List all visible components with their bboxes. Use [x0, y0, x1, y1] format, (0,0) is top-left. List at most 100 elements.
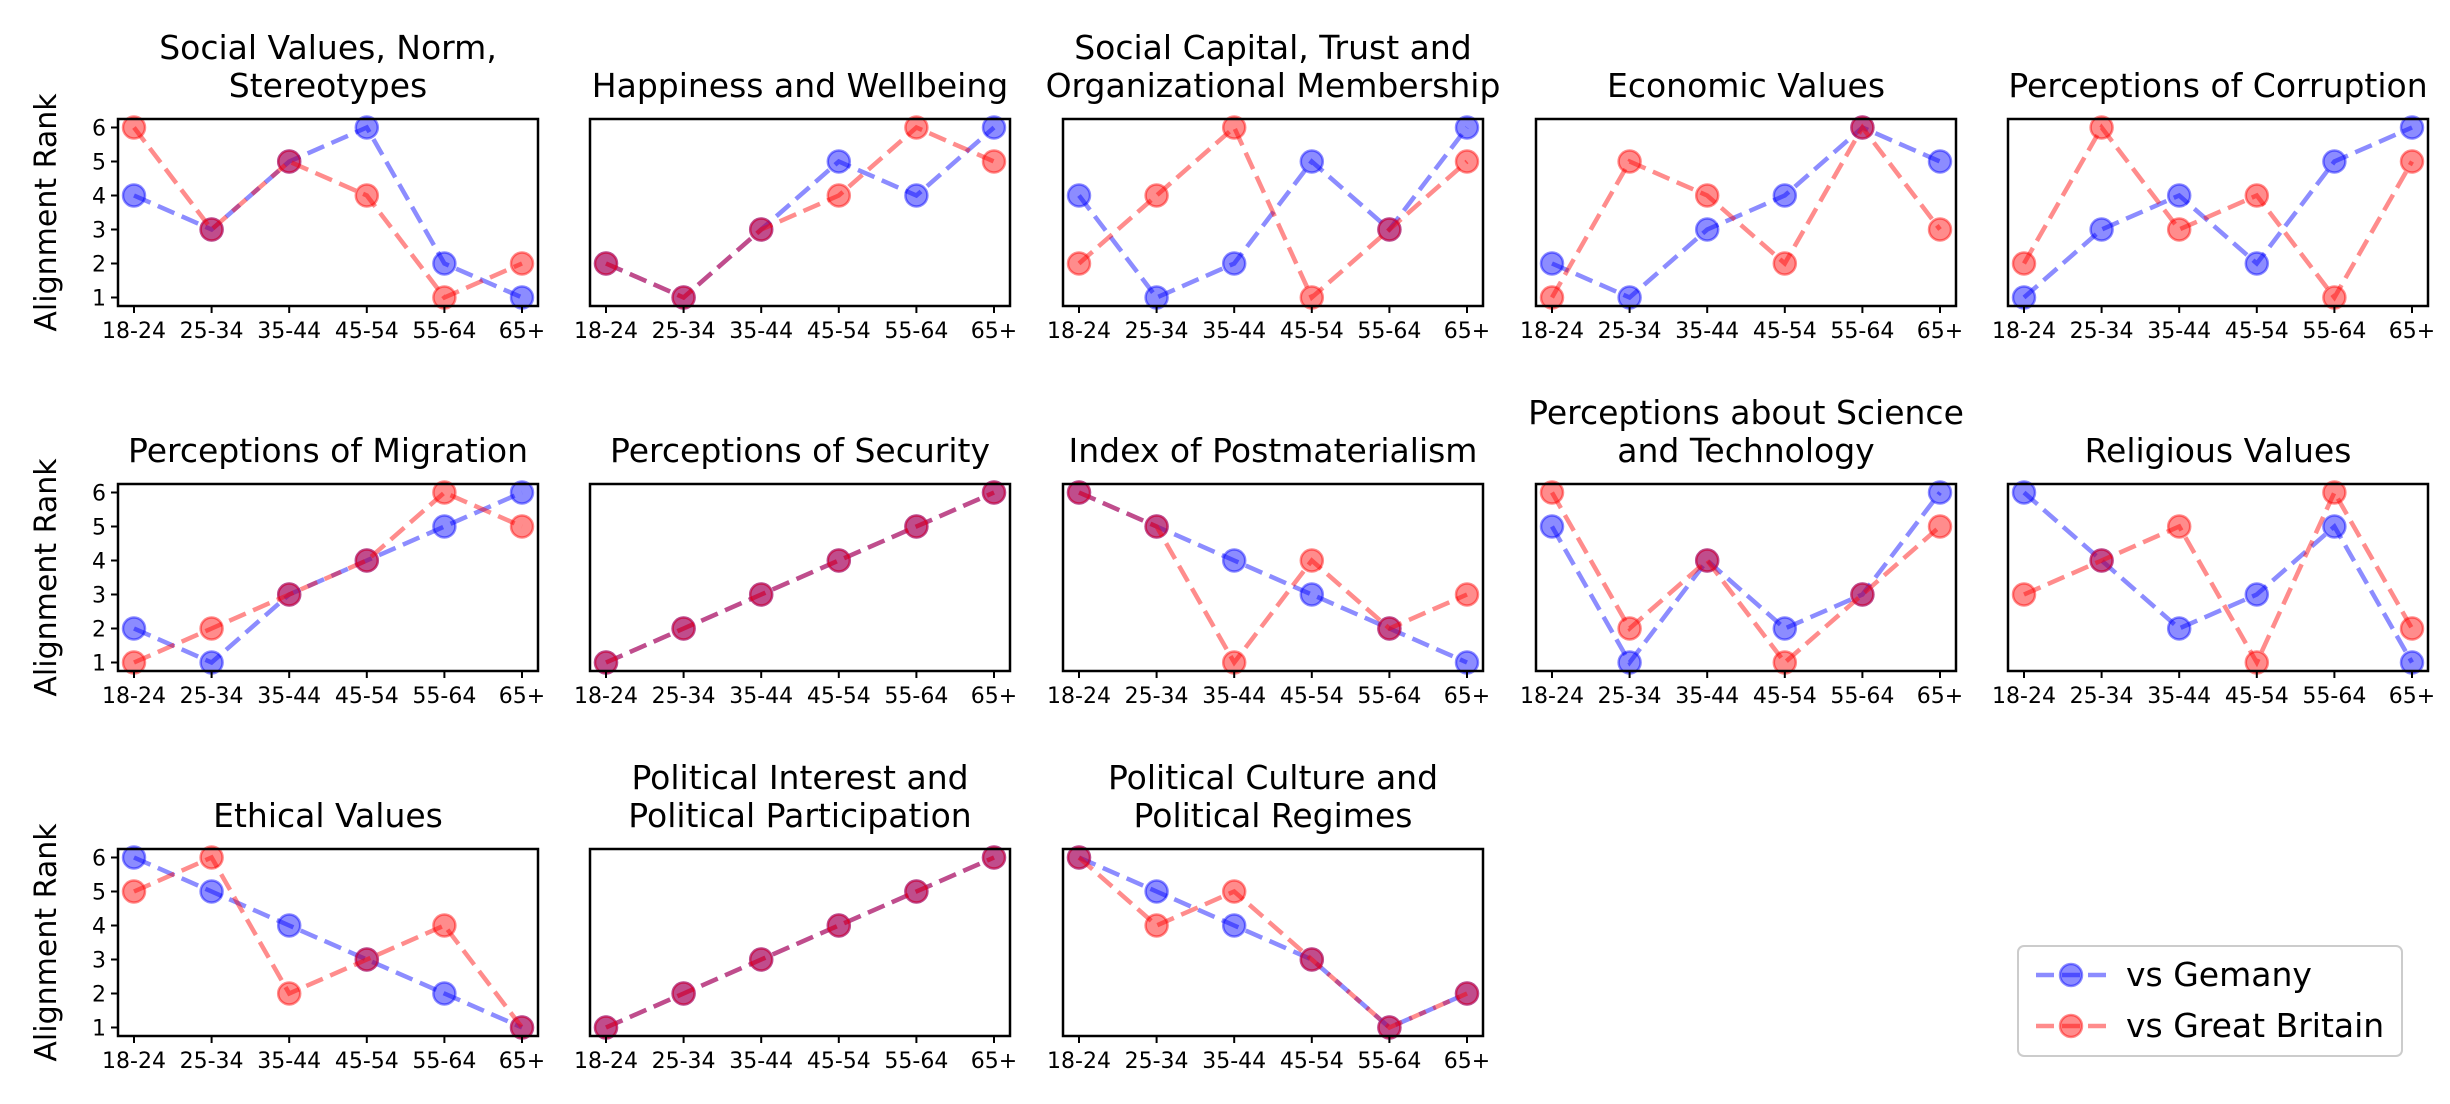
x-tick-label: 25-34 — [652, 684, 716, 709]
subplot-title: Happiness and Wellbeing — [592, 66, 1008, 105]
y-tick-label: 6 — [92, 117, 106, 142]
subplot-title: Perceptions about Science and Technology — [1528, 393, 1964, 470]
data-point-germany — [748, 582, 774, 607]
x-tick-label: 18-24 — [1520, 319, 1584, 344]
subplot-4: Economic Values 18-24 25-34 35-44 45-54 55-64… — [1520, 66, 1963, 344]
data-point-britain — [1144, 183, 1169, 208]
x-tick-label: 45-54 — [807, 684, 871, 709]
y-tick-label: 3 — [92, 584, 106, 609]
x-tick-label: 18-24 — [574, 319, 638, 344]
data-point-britain — [199, 616, 224, 641]
data-point-germany — [1066, 183, 1092, 208]
data-point-germany — [1694, 548, 1720, 573]
x-tick-label: 25-34 — [180, 319, 244, 344]
y-tick-label: 2 — [92, 618, 106, 643]
data-point-britain — [2011, 251, 2037, 276]
axes-frame — [588, 117, 1012, 308]
data-point-britain — [1221, 115, 1247, 140]
data-point-germany — [981, 115, 1007, 140]
series-line-britain — [605, 124, 995, 301]
data-point-britain — [354, 183, 380, 208]
axes-frame — [1061, 482, 1485, 673]
subplot-8: Index of Postmaterialism 18-24 25-34 35-44 4… — [1047, 431, 1490, 709]
data-point-britain — [826, 913, 852, 938]
series-line-germany — [1077, 126, 1469, 301]
data-point-germany — [1927, 480, 1953, 505]
data-point-britain — [354, 947, 380, 972]
y-axis-label: Alignment Rank — [29, 823, 64, 1062]
x-tick-label: 45-54 — [1753, 684, 1817, 709]
data-point-germany — [826, 548, 852, 573]
data-point-germany — [1066, 845, 1092, 870]
data-point-britain — [1299, 548, 1325, 573]
x-tick-label: 35-44 — [729, 1049, 793, 1074]
subplot-3: Social Capital, Trust and Organizational … — [1046, 28, 1501, 344]
x-tick-label: 55-64 — [1830, 684, 1894, 709]
x-tick-label: 65+ — [971, 1049, 1017, 1074]
axes-frame — [588, 482, 1012, 673]
data-point-germany — [981, 480, 1007, 505]
x-tick-label: 55-64 — [1357, 1049, 1421, 1074]
x-tick-label: 45-54 — [335, 1049, 399, 1074]
data-point-germany — [748, 217, 774, 242]
subplot-9: Perceptions about Science and Technology 1… — [1520, 393, 1964, 709]
data-point-britain — [981, 480, 1007, 505]
subplot-6: Perceptions of Migration 18-24 25-34 35-44 4… — [29, 431, 545, 709]
data-point-britain — [2399, 149, 2425, 174]
subplot-title-line: Index of Postmaterialism — [1069, 431, 1478, 470]
data-point-britain — [2399, 616, 2425, 641]
subplot-title: Perceptions of Corruption — [2008, 66, 2427, 105]
x-tick-label: 18-24 — [1047, 1049, 1111, 1074]
x-tick-label: 65+ — [1444, 684, 1490, 709]
x-tick-label: 18-24 — [102, 1049, 166, 1074]
x-tick-label: 65+ — [499, 319, 545, 344]
x-tick-label: 25-34 — [2070, 319, 2134, 344]
series-line-germany — [2022, 125, 2413, 300]
data-point-germany — [1772, 183, 1798, 208]
legend-marker-germany — [2058, 962, 2084, 988]
data-point-britain — [1454, 149, 1480, 174]
data-point-germany — [1539, 251, 1565, 276]
data-point-germany — [1221, 548, 1247, 573]
axes-frame — [1061, 847, 1485, 1038]
x-tick-label: 35-44 — [729, 319, 793, 344]
data-point-britain — [1694, 548, 1720, 573]
x-tick-label: 65+ — [971, 684, 1017, 709]
subplot-title: Perceptions of Migration — [128, 431, 528, 470]
data-point-germany — [199, 217, 224, 242]
subplot-12: Political Interest and Political Particip… — [574, 758, 1017, 1074]
subplot-title: Political Culture and Political Regimes — [1108, 758, 1438, 835]
data-point-germany — [2011, 480, 2037, 505]
axes-frame — [116, 482, 540, 673]
subplot-title-line: Perceptions of Corruption — [2008, 66, 2427, 105]
x-tick-label: 35-44 — [257, 1049, 321, 1074]
data-point-britain — [2166, 217, 2192, 242]
legend-marker-britain — [2058, 1013, 2084, 1039]
data-point-britain — [981, 845, 1007, 870]
data-point-britain — [1454, 582, 1480, 607]
data-point-germany — [1221, 913, 1247, 938]
legend-label-britain: vs Great Britain — [2126, 1006, 2384, 1045]
series-line-germany — [1078, 855, 1468, 1031]
x-tick-label: 45-54 — [1280, 1049, 1344, 1074]
subplot-title: Religious Values — [2085, 431, 2352, 470]
y-tick-label: 6 — [92, 482, 106, 507]
x-tick-label: 65+ — [1444, 1049, 1490, 1074]
x-tick-label: 45-54 — [807, 1049, 871, 1074]
series-line-britain — [1077, 855, 1468, 1031]
data-point-germany — [1299, 947, 1325, 972]
x-tick-label: 18-24 — [1520, 684, 1584, 709]
series-line-germany — [133, 124, 523, 300]
legend-box — [2017, 945, 2403, 1057]
subplot-13: Political Culture and Political Regimes 18… — [1047, 758, 1490, 1074]
data-point-germany — [1850, 582, 1875, 607]
data-point-britain — [671, 981, 696, 1006]
x-tick-label: 45-54 — [335, 319, 399, 344]
subplot-2: Happiness and Wellbeing 18-24 25-34 35-44 45… — [574, 66, 1017, 344]
subplot-5: Perceptions of Corruption 18-24 25-34 35-44… — [1992, 66, 2435, 344]
data-point-germany — [509, 480, 535, 505]
subplot-title: Social Capital, Trust and Organizational … — [1046, 28, 1501, 105]
data-point-germany — [904, 879, 929, 904]
subplot-title-line: Happiness and Wellbeing — [592, 66, 1008, 105]
y-tick-label: 3 — [92, 219, 106, 244]
